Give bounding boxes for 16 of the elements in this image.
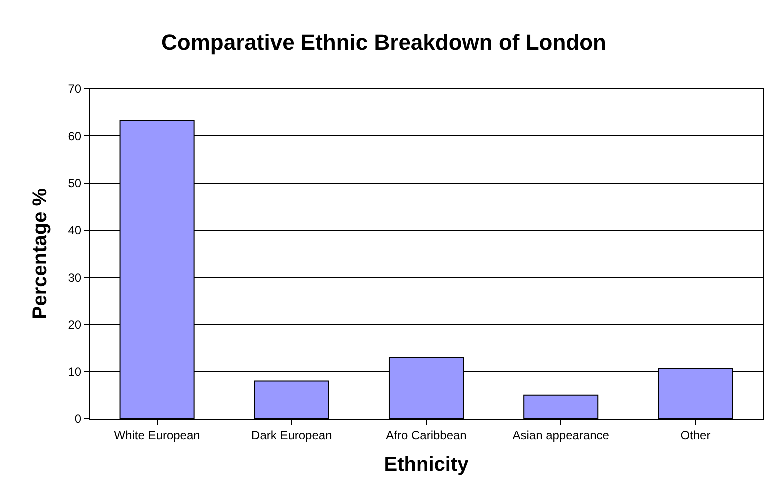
y-axis-title: Percentage %	[30, 188, 52, 320]
y-tick-label: 0	[74, 412, 82, 426]
y-tick-label: 20	[68, 318, 82, 332]
y-tick-label: 50	[68, 176, 82, 190]
chart-title: Comparative Ethnic Breakdown of London	[162, 30, 606, 55]
x-tick-label: Other	[680, 428, 711, 442]
y-tick-label: 10	[68, 365, 82, 380]
x-tick-label: White European	[114, 428, 200, 442]
x-tick-label: Asian appearance	[512, 428, 610, 442]
y-tick-label: 60	[68, 129, 82, 144]
y-tick-label: 70	[68, 82, 82, 96]
x-tick-label: Afro Caribbean	[386, 428, 467, 442]
y-tick-label: 40	[68, 224, 82, 238]
x-tick-label: Dark European	[252, 428, 332, 442]
y-tick-label: 30	[68, 270, 82, 285]
x-axis-title: Ethnicity	[384, 454, 470, 476]
